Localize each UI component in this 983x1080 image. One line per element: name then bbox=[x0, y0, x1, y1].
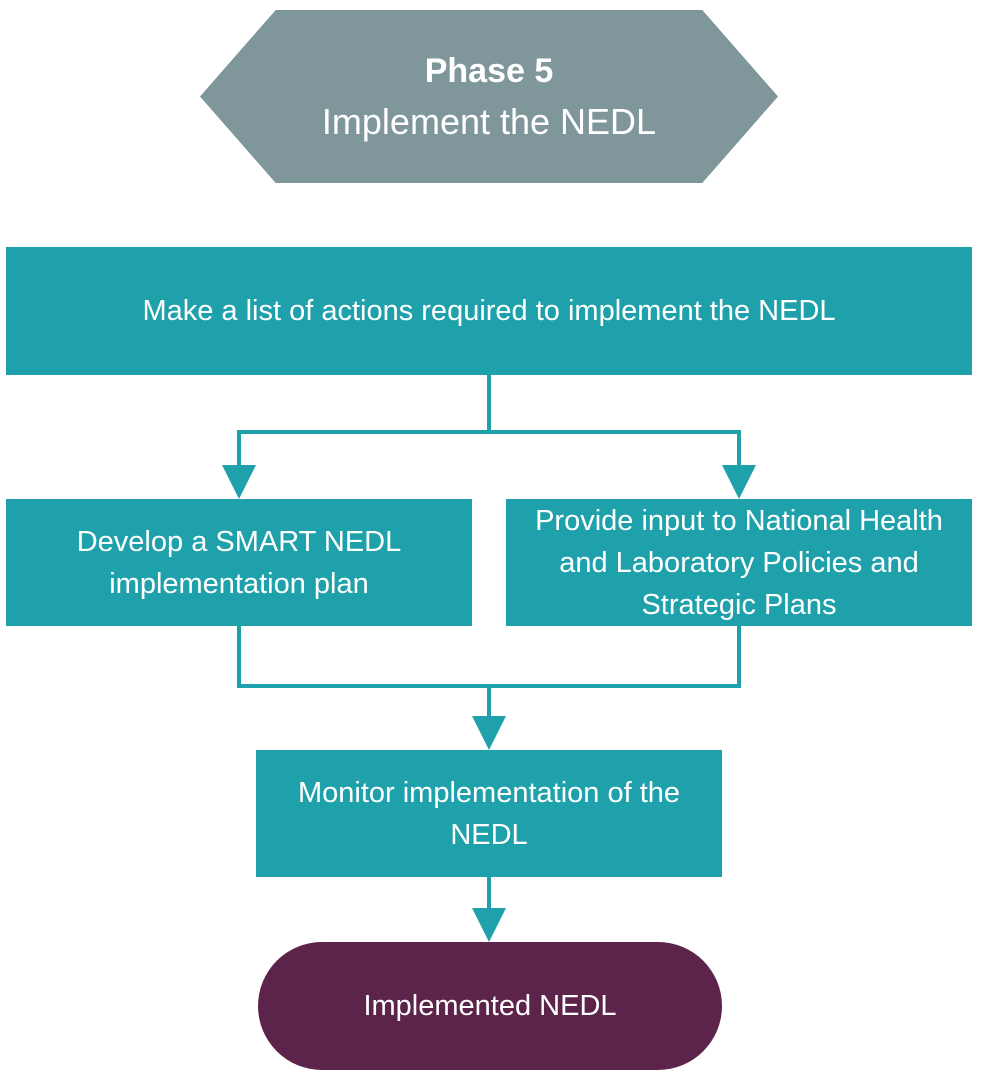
step-monitor-box: Monitor implementation of the NEDL bbox=[256, 750, 722, 877]
step-monitor-label: Monitor implementation of the NEDL bbox=[297, 776, 681, 851]
arrowhead-to-monitor bbox=[472, 716, 506, 750]
step-list-actions-label: Make a list of actions required to imple… bbox=[142, 295, 836, 327]
step-provide-input-label: Provide input to National Health and Lab… bbox=[535, 504, 943, 621]
arrowhead-to-smart-plan bbox=[222, 465, 256, 499]
outcome-label: Implemented NEDL bbox=[363, 990, 617, 1022]
step-list-actions-box: Make a list of actions required to imple… bbox=[6, 247, 972, 375]
outcome-terminal: Implemented NEDL bbox=[258, 942, 722, 1070]
arrowhead-to-outcome bbox=[472, 908, 506, 942]
phase-subtitle: Implement the NEDL bbox=[321, 101, 657, 142]
phase-hexagon: Phase 5 Implement the NEDL bbox=[200, 10, 778, 183]
step-smart-plan-box: Develop a SMART NEDL implementation plan bbox=[6, 499, 472, 626]
arrowhead-to-provide-input bbox=[722, 465, 756, 499]
step-smart-plan-label: Develop a SMART NEDL implementation plan bbox=[76, 525, 402, 600]
step-provide-input-box: Provide input to National Health and Lab… bbox=[506, 499, 972, 626]
phase-title: Phase 5 bbox=[424, 52, 554, 90]
